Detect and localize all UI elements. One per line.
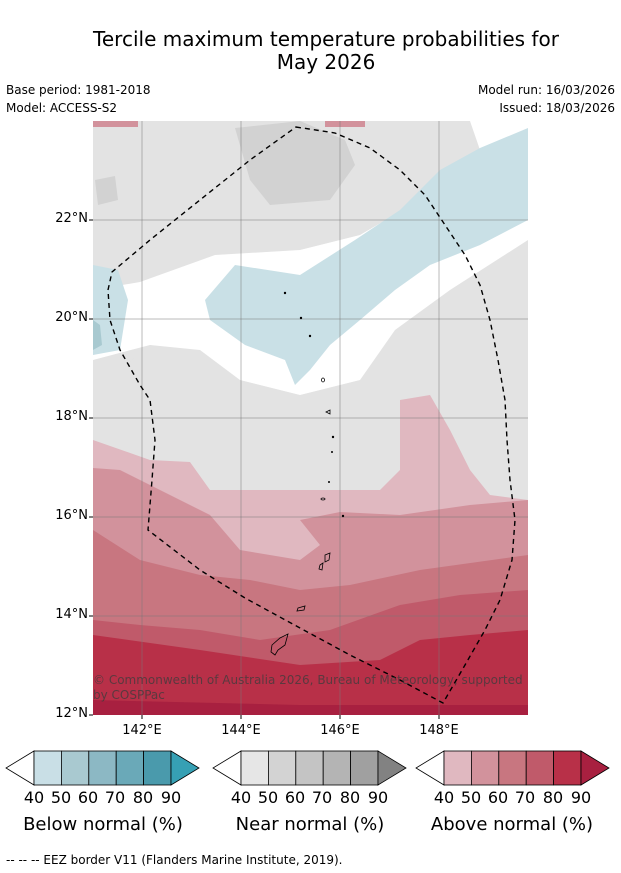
below-colorbar-high-extend	[170, 750, 200, 786]
near-colorbar-bin-3	[322, 750, 352, 786]
map-title: Tercile maximum temperature probabilitie…	[0, 28, 621, 74]
base-period: Base period: 1981-2018	[6, 83, 151, 97]
above-colorbar-low-extend	[415, 750, 445, 786]
above-tick-60: 60	[487, 788, 509, 807]
below-tick-60: 60	[77, 788, 99, 807]
near-tick-80: 80	[339, 788, 361, 807]
above-colorbar-bin-3	[525, 750, 555, 786]
above-normal-top-left	[93, 121, 138, 127]
near-colorbar-bin-2	[295, 750, 324, 786]
below-normal-colorbar	[5, 750, 200, 786]
below-tick-40: 40	[23, 788, 45, 807]
graticule	[93, 121, 528, 715]
below-tick-70: 70	[104, 788, 126, 807]
above-tick-70: 70	[514, 788, 536, 807]
meta-left: Base period: 1981-2018 Model: ACCESS-S2	[6, 81, 151, 117]
title-line-2: May 2026	[276, 50, 376, 74]
below-colorbar-low-extend	[5, 750, 35, 786]
near-normal-colorbar	[212, 750, 407, 786]
axis-ticks	[89, 219, 440, 719]
below-tick-50: 50	[50, 788, 72, 807]
above-colorbar-bin-2	[498, 750, 527, 786]
below-colorbar-bin-0	[33, 750, 62, 786]
above-normal-title: Above normal (%)	[430, 814, 594, 835]
eez-border	[107, 126, 516, 704]
near-colorbar-bin-4	[350, 750, 379, 786]
colorbars	[5, 750, 610, 786]
x-label-144e: 144°E	[221, 723, 261, 738]
below-colorbar-bin-4	[143, 750, 172, 786]
x-label-142e: 142°E	[122, 723, 162, 738]
above-normal-top	[325, 121, 365, 127]
model-name: Model: ACCESS-S2	[6, 101, 118, 115]
near-normal-50-small	[95, 176, 118, 205]
near-colorbar-bin-1	[267, 750, 297, 786]
white-gap-top	[470, 121, 528, 150]
y-label-16n: 16°N	[55, 508, 88, 523]
above-tick-40: 40	[433, 788, 455, 807]
meta-right: Model run: 16/03/2026 Issued: 18/03/2026	[478, 81, 615, 117]
near-tick-60: 60	[284, 788, 306, 807]
y-label-12n: 12°N	[55, 706, 88, 721]
near-colorbar-high-extend	[377, 750, 407, 786]
above-normal-80-region	[93, 630, 528, 715]
above-tick-50: 50	[460, 788, 482, 807]
near-colorbar-low-extend	[212, 750, 242, 786]
near-tick-70: 70	[311, 788, 333, 807]
near-tick-50: 50	[257, 788, 279, 807]
below-normal-west	[93, 265, 128, 355]
above-colorbar-bin-0	[443, 750, 472, 786]
below-tick-80: 80	[132, 788, 154, 807]
issued-date: Issued: 18/03/2026	[499, 101, 615, 115]
above-colorbar-bin-4	[553, 750, 582, 786]
y-label-22n: 22°N	[55, 211, 88, 226]
islands	[270, 291, 345, 656]
eez-footer-note: -- -- -- EEZ border V11 (Flanders Marine…	[6, 853, 343, 867]
above-colorbar-bin-1	[470, 750, 500, 786]
below-normal-50-west	[93, 320, 102, 350]
near-normal-title: Near normal (%)	[235, 814, 385, 835]
copyright-text: © Commonwealth of Australia 2026, Bureau…	[93, 673, 523, 702]
title-line-1: Tercile maximum temperature probabilitie…	[93, 27, 559, 51]
above-colorbar-high-extend	[580, 750, 610, 786]
map-fields	[93, 121, 528, 715]
y-label-18n: 18°N	[55, 409, 88, 424]
below-colorbar-bin-1	[61, 750, 90, 786]
above-normal-90-region	[93, 700, 528, 715]
near-colorbar-bin-0	[240, 750, 269, 786]
model-run: Model run: 16/03/2026	[477, 83, 615, 97]
above-normal-colorbar	[415, 750, 610, 786]
below-colorbar-bin-2	[88, 750, 117, 786]
x-label-146e: 146°E	[320, 723, 360, 738]
white-gap-band	[93, 125, 528, 395]
above-tick-80: 80	[542, 788, 564, 807]
below-normal-region	[205, 128, 528, 385]
y-label-14n: 14°N	[55, 607, 88, 622]
x-label-148e: 148°E	[419, 723, 459, 738]
below-colorbar-bin-3	[115, 750, 144, 786]
near-tick-90: 90	[367, 788, 389, 807]
above-tick-90: 90	[570, 788, 592, 807]
y-label-20n: 20°N	[55, 310, 88, 325]
below-tick-90: 90	[160, 788, 182, 807]
near-normal-50-region	[235, 121, 355, 205]
below-normal-title: Below normal (%)	[23, 814, 183, 835]
near-tick-40: 40	[230, 788, 252, 807]
